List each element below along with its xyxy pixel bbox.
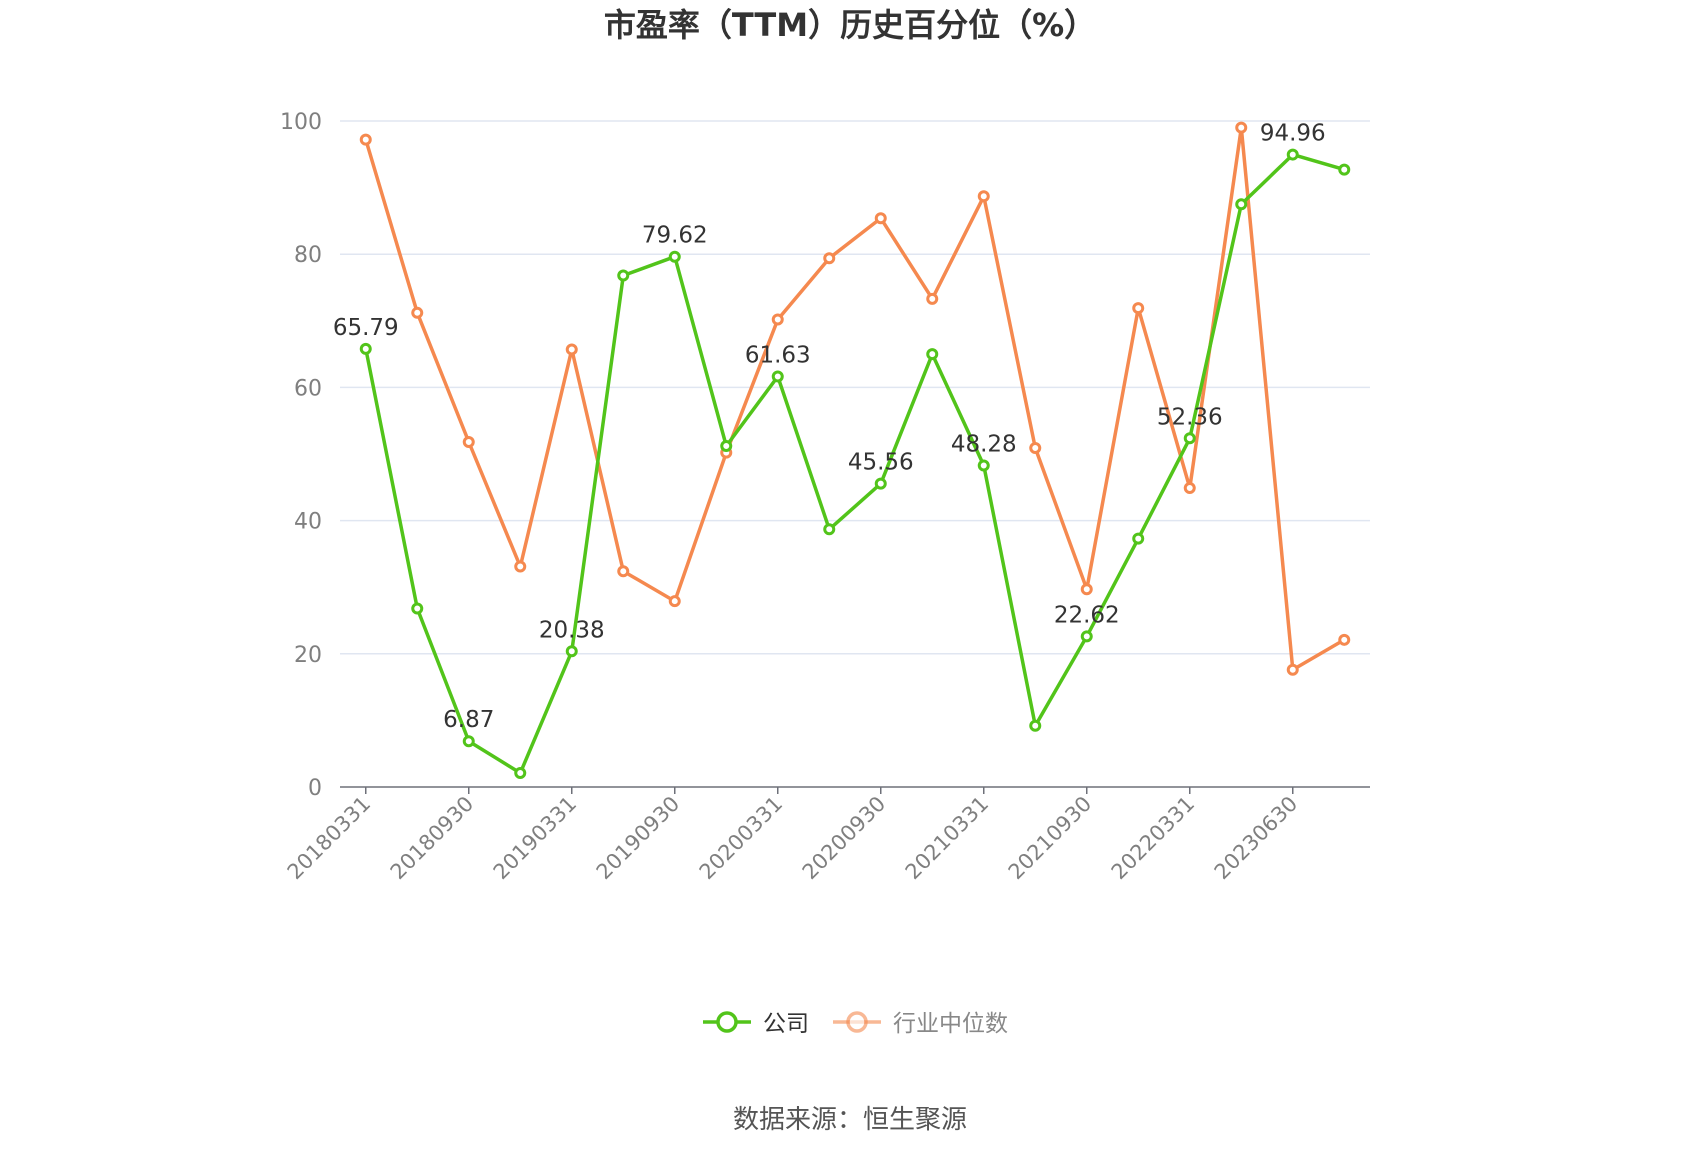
series-lines	[364, 125, 1346, 775]
data-point[interactable]	[926, 348, 939, 361]
data-point[interactable]	[565, 343, 578, 356]
y-tick-label: 0	[308, 776, 322, 801]
data-point[interactable]	[462, 436, 475, 449]
data-point[interactable]	[1132, 302, 1145, 315]
data-point[interactable]	[565, 645, 578, 658]
data-point[interactable]	[926, 292, 939, 305]
data-point[interactable]	[1183, 432, 1196, 445]
data-point[interactable]	[823, 523, 836, 536]
x-tick-label: 20180331	[283, 792, 376, 885]
source-note: 数据来源：恒生聚源	[733, 1105, 967, 1135]
series-points	[359, 121, 1351, 780]
data-point[interactable]	[668, 595, 681, 608]
x-tick-label: 20200331	[695, 792, 788, 885]
legend[interactable]: 公司 行业中位数	[703, 1011, 1008, 1037]
data-point[interactable]	[1286, 663, 1299, 676]
data-point[interactable]	[411, 602, 424, 615]
data-point[interactable]	[514, 767, 527, 780]
legend-label: 行业中位数	[893, 1011, 1008, 1037]
x-tick-label: 20220331	[1107, 792, 1200, 885]
data-point[interactable]	[720, 440, 733, 453]
data-point[interactable]	[617, 269, 630, 282]
legend-marker	[716, 1011, 738, 1033]
x-tick-label: 20210930	[1004, 792, 1097, 885]
data-point[interactable]	[462, 735, 475, 748]
legend-item-0[interactable]: 公司	[703, 1011, 809, 1037]
data-point[interactable]	[617, 565, 630, 578]
data-point[interactable]	[514, 560, 527, 573]
data-point[interactable]	[359, 342, 372, 355]
x-tick-label: 20230630	[1210, 792, 1303, 885]
data-point[interactable]	[1029, 719, 1042, 732]
data-label: 79.62	[642, 223, 708, 249]
data-point[interactable]	[823, 252, 836, 265]
data-label: 52.36	[1157, 404, 1223, 430]
legend-marker	[846, 1011, 868, 1033]
x-tick-label: 20210331	[901, 792, 994, 885]
data-point[interactable]	[1080, 630, 1093, 643]
x-tick-label: 20190331	[489, 792, 582, 885]
data-label: 61.63	[745, 343, 811, 369]
data-point[interactable]	[1338, 633, 1351, 646]
data-label: 20.38	[539, 617, 605, 643]
y-tick-label: 100	[280, 110, 322, 135]
data-label: 65.79	[333, 315, 399, 341]
y-tick-label: 40	[294, 510, 322, 535]
data-point[interactable]	[1235, 121, 1248, 134]
data-label: 94.96	[1260, 121, 1326, 147]
data-point[interactable]	[874, 477, 887, 490]
data-label: 22.62	[1054, 602, 1120, 628]
data-label: 48.28	[951, 431, 1017, 457]
grid-lines	[340, 120, 1370, 655]
data-point[interactable]	[1029, 442, 1042, 455]
series-line-0	[364, 152, 1345, 775]
data-point[interactable]	[1286, 148, 1299, 161]
data-point[interactable]	[977, 190, 990, 203]
legend-item-1[interactable]: 行业中位数	[833, 1011, 1008, 1037]
y-axis: 0 20 40 60 80 100	[280, 110, 322, 801]
x-tick-label: 20200930	[798, 792, 891, 885]
x-axis: 20180331 20180930 20190331 20190930 20200331…	[283, 786, 1370, 885]
y-tick-label: 60	[294, 376, 322, 401]
data-point[interactable]	[874, 212, 887, 225]
data-point[interactable]	[1132, 532, 1145, 545]
data-point[interactable]	[1080, 583, 1093, 596]
data-label: 6.87	[443, 707, 494, 733]
data-point[interactable]	[411, 306, 424, 319]
data-point[interactable]	[1338, 163, 1351, 176]
x-tick-label: 20190930	[592, 792, 685, 885]
data-point[interactable]	[668, 250, 681, 263]
data-point[interactable]	[359, 133, 372, 146]
data-point[interactable]	[1183, 481, 1196, 494]
chart-title: 市盈率（TTM）历史百分位（%）	[604, 6, 1096, 44]
legend-label: 公司	[763, 1011, 809, 1037]
data-point[interactable]	[977, 459, 990, 472]
x-tick-label: 20180930	[386, 792, 479, 885]
data-point[interactable]	[1235, 198, 1248, 211]
y-tick-label: 80	[294, 243, 322, 268]
data-labels: 65.79 6.87 20.38 79.62 61.63 45.56 48.28 22.62 5…	[333, 121, 1326, 734]
data-point[interactable]	[771, 370, 784, 383]
y-tick-label: 20	[294, 643, 322, 668]
data-label: 45.56	[848, 450, 914, 476]
data-point[interactable]	[771, 313, 784, 326]
